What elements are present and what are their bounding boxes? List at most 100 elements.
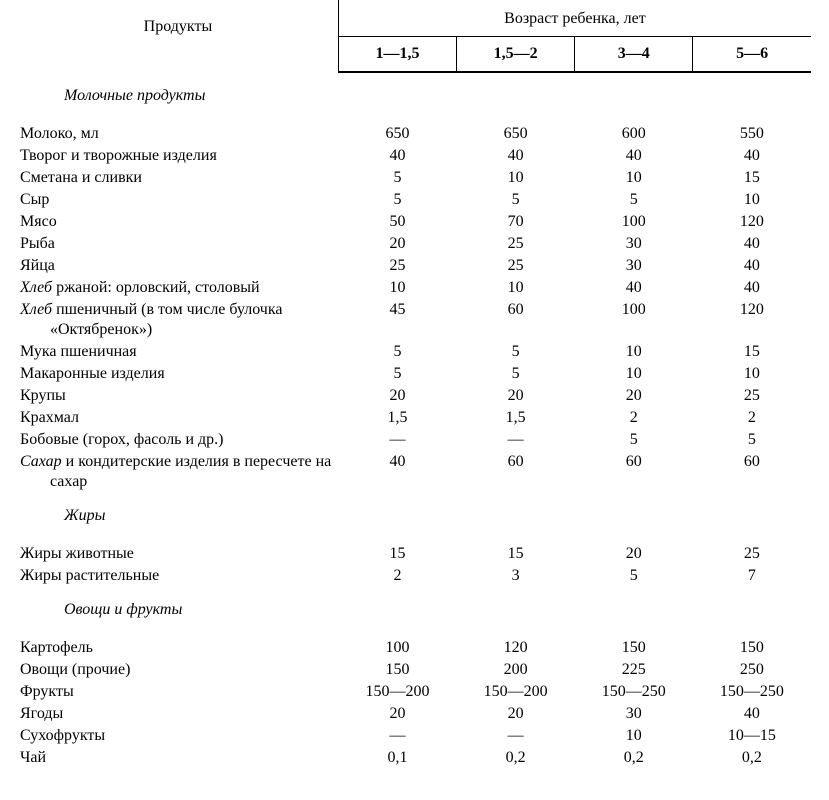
row-label: Жиры растительные — [18, 565, 338, 587]
table-row: Ягоды20203040 — [18, 703, 811, 725]
row-value: 10—15 — [693, 725, 811, 747]
row-value: 0,2 — [575, 747, 693, 769]
table-row: Жиры растительные2357 — [18, 565, 811, 587]
row-value: 30 — [575, 703, 693, 725]
row-value: 15 — [693, 167, 811, 189]
row-label: Ягоды — [18, 703, 338, 725]
col-header-age-title: Возраст ребенка, лет — [338, 0, 811, 37]
row-value: — — [457, 725, 575, 747]
row-value: 45 — [338, 299, 456, 341]
row-value: 40 — [338, 145, 456, 167]
row-value: 550 — [693, 123, 811, 145]
row-value: 250 — [693, 659, 811, 681]
row-value: 20 — [575, 385, 693, 407]
col-header-age-3: 5—6 — [693, 37, 811, 73]
row-label: Творог и творожные изделия — [18, 145, 338, 167]
row-label: Макаронные изделия — [18, 363, 338, 385]
row-value: 20 — [338, 385, 456, 407]
row-value: — — [338, 429, 456, 451]
row-label: Сахар и кондитерские изделия в пересчете… — [18, 451, 338, 493]
table-row: Мука пшеничная551015 — [18, 341, 811, 363]
table-row: Сахар и кондитерские изделия в пересчете… — [18, 451, 811, 493]
row-value: 150 — [693, 637, 811, 659]
row-value: 5 — [575, 565, 693, 587]
row-value: 60 — [457, 299, 575, 341]
row-value: 150—200 — [457, 681, 575, 703]
row-value: 5 — [338, 363, 456, 385]
row-value: 120 — [693, 211, 811, 233]
row-value: 10 — [575, 167, 693, 189]
row-value: 25 — [693, 385, 811, 407]
row-value: 5 — [575, 429, 693, 451]
row-value: 200 — [457, 659, 575, 681]
table-row: Овощи (прочие)150200225250 — [18, 659, 811, 681]
row-value: 2 — [575, 407, 693, 429]
row-label: Овощи (прочие) — [18, 659, 338, 681]
row-value: 100 — [575, 299, 693, 341]
row-label: Чай — [18, 747, 338, 769]
row-value: 5 — [338, 341, 456, 363]
table-row: Рыба20253040 — [18, 233, 811, 255]
row-value: 5 — [575, 189, 693, 211]
section-title: Жиры — [18, 493, 811, 531]
row-value: 20 — [457, 385, 575, 407]
col-header-products: Продукты — [18, 0, 338, 72]
row-value: 650 — [457, 123, 575, 145]
row-value: 25 — [338, 255, 456, 277]
row-label: Сметана и сливки — [18, 167, 338, 189]
row-value: 7 — [693, 565, 811, 587]
row-value: 40 — [457, 145, 575, 167]
row-value: 30 — [575, 255, 693, 277]
row-value: 15 — [457, 543, 575, 565]
table-row: Сыр55510 — [18, 189, 811, 211]
row-value: — — [338, 725, 456, 747]
row-value: 40 — [575, 277, 693, 299]
row-value: 40 — [693, 233, 811, 255]
table-row: Творог и творожные изделия40404040 — [18, 145, 811, 167]
row-value: 10 — [457, 277, 575, 299]
row-label: Картофель — [18, 637, 338, 659]
row-value: 225 — [575, 659, 693, 681]
row-value: 5 — [338, 167, 456, 189]
table-row: Макаронные изделия551010 — [18, 363, 811, 385]
row-label: Сыр — [18, 189, 338, 211]
row-value: 40 — [575, 145, 693, 167]
row-label: Крупы — [18, 385, 338, 407]
row-label: Фрукты — [18, 681, 338, 703]
row-value: 0,2 — [457, 747, 575, 769]
row-value: 1,5 — [457, 407, 575, 429]
row-label: Мука пшеничная — [18, 341, 338, 363]
row-value: 2 — [693, 407, 811, 429]
table-row: Сухофрукты——1010—15 — [18, 725, 811, 747]
row-value: 3 — [457, 565, 575, 587]
row-value: 1,5 — [338, 407, 456, 429]
col-header-age-0: 1—1,5 — [338, 37, 456, 73]
row-value: 40 — [693, 145, 811, 167]
row-value: 5 — [457, 363, 575, 385]
table-row: Картофель100120150150 — [18, 637, 811, 659]
row-value: 20 — [575, 543, 693, 565]
row-value: 100 — [575, 211, 693, 233]
col-header-age-2: 3—4 — [575, 37, 693, 73]
row-label: Мясо — [18, 211, 338, 233]
table-row: Яйца25253040 — [18, 255, 811, 277]
row-value: 25 — [457, 255, 575, 277]
table-row: Хлеб ржаной: орловский, столовый10104040 — [18, 277, 811, 299]
row-value: 100 — [338, 637, 456, 659]
row-value: 150—200 — [338, 681, 456, 703]
row-value: 70 — [457, 211, 575, 233]
section-title: Овощи и фрукты — [18, 587, 811, 625]
row-value: 600 — [575, 123, 693, 145]
table-row: Мясо5070100120 — [18, 211, 811, 233]
row-value: 20 — [338, 233, 456, 255]
row-label: Молоко, мл — [18, 123, 338, 145]
table-row: Бобовые (горох, фасоль и др.)——55 — [18, 429, 811, 451]
row-value: — — [457, 429, 575, 451]
row-value: 2 — [338, 565, 456, 587]
table-body: Молочные продуктыМолоко, мл650650600550Т… — [18, 72, 811, 769]
row-value: 20 — [457, 703, 575, 725]
table-row: Сметана и сливки5101015 — [18, 167, 811, 189]
row-value: 15 — [693, 341, 811, 363]
row-value: 5 — [693, 429, 811, 451]
table-row: Жиры животные15152025 — [18, 543, 811, 565]
